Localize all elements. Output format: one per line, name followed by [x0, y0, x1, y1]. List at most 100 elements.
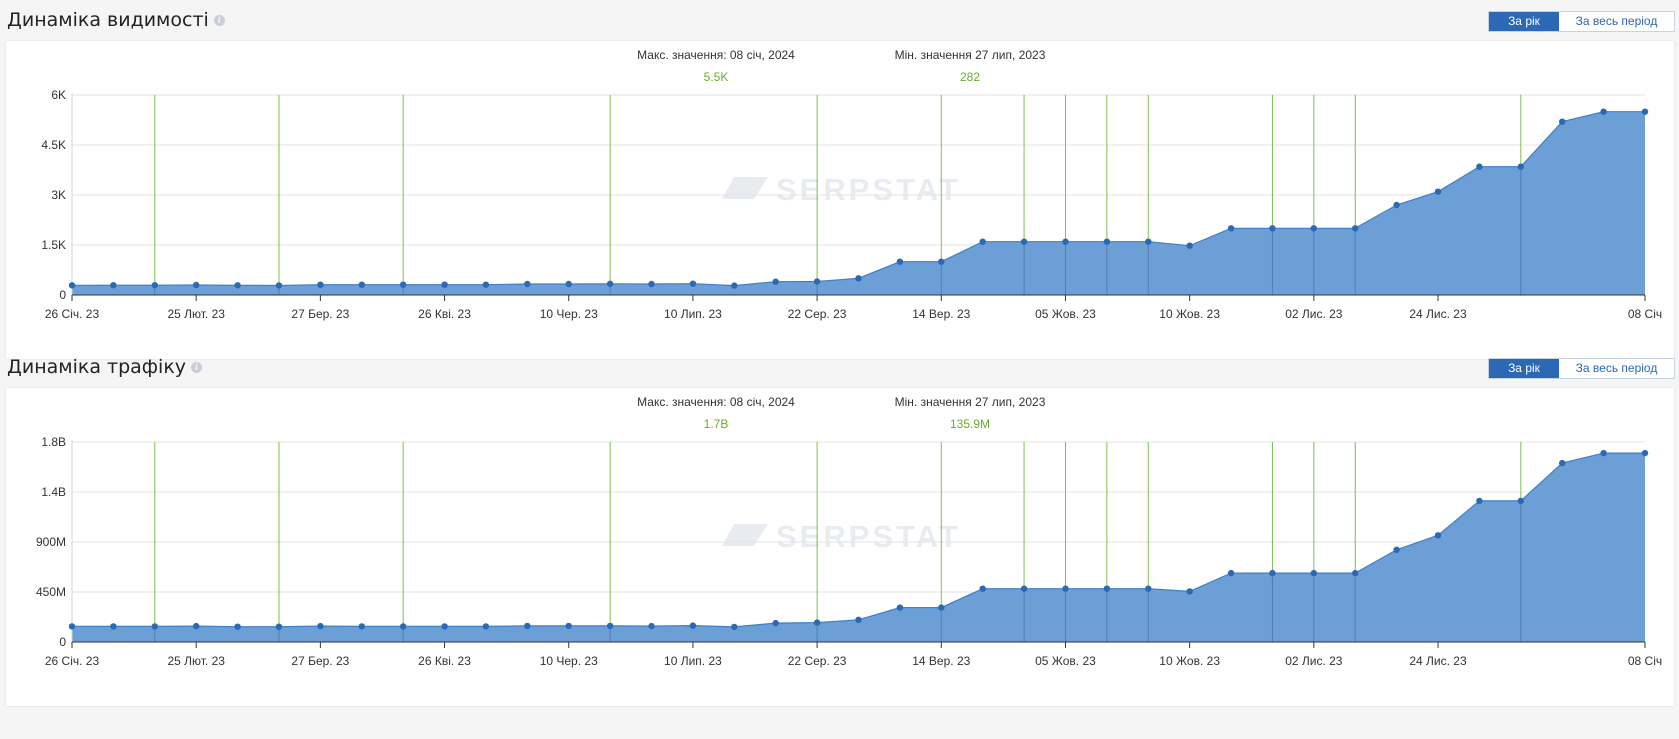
x-tick-label: 05 Жов. 23 [1035, 307, 1096, 321]
data-point [68, 282, 76, 289]
series-area [72, 453, 1645, 642]
data-point [1352, 569, 1359, 577]
data-point [1186, 242, 1193, 249]
data-point [358, 281, 365, 288]
x-tick-label: 02 Лис. 23 [1285, 654, 1343, 668]
x-tick-label: 02 Лис. 23 [1285, 307, 1343, 321]
data-point [1103, 585, 1111, 592]
traffic-panel-header: Динаміка трафіку i За рік За весь період [0, 347, 1679, 379]
y-tick-label: 1.5K [41, 238, 66, 252]
data-point [1103, 238, 1111, 245]
data-point [565, 280, 572, 288]
x-tick-label: 10 Жов. 23 [1159, 307, 1220, 321]
data-point [234, 282, 241, 289]
visibility-period-switch: За рік За весь період [1488, 11, 1675, 32]
data-point [606, 622, 614, 630]
data-point [1227, 225, 1235, 232]
data-point [813, 278, 821, 285]
traffic-period-switch: За рік За весь період [1488, 358, 1675, 379]
data-point [689, 622, 697, 629]
data-point [1517, 163, 1525, 170]
period-all-button[interactable]: За весь період [1575, 361, 1658, 375]
data-point [648, 622, 655, 630]
data-point [855, 275, 862, 282]
data-point [855, 616, 862, 623]
data-point [524, 280, 531, 288]
y-tick-label: 6K [51, 88, 66, 102]
serpstat-watermark: SERPSTAT [722, 172, 961, 207]
max-value-label: Макс. значення: 08 січ, 2024 [637, 395, 795, 409]
data-point [1600, 449, 1607, 457]
data-point [441, 623, 448, 630]
data-point [1145, 585, 1152, 592]
visibility-title-text: Динаміка видимості [7, 9, 209, 31]
info-icon[interactable]: i [191, 362, 203, 373]
data-point [275, 623, 283, 630]
period-year-button[interactable]: За рік [1489, 359, 1559, 378]
y-tick-label: 0 [59, 288, 66, 302]
y-tick-label: 900M [36, 535, 66, 549]
data-point [234, 623, 241, 630]
x-tick-label: 25 Лют. 23 [167, 307, 225, 321]
visibility-title: Динаміка видимості i [7, 9, 225, 31]
period-year-button[interactable]: За рік [1489, 12, 1559, 31]
data-point [400, 623, 407, 630]
data-point [1641, 108, 1649, 115]
data-point [1393, 201, 1400, 209]
data-point [1352, 225, 1359, 232]
series-area [72, 111, 1645, 295]
traffic-title-text: Динаміка трафіку [7, 356, 187, 378]
data-point [1227, 569, 1235, 577]
y-tick-label: 0 [59, 635, 66, 649]
x-tick-label: 08 Січ [1628, 654, 1662, 668]
data-point [1559, 459, 1566, 467]
info-icon[interactable]: i [213, 15, 225, 26]
x-tick-label: 27 Бер. 23 [291, 654, 349, 668]
data-point [68, 623, 76, 630]
max-value-label: Макс. значення: 08 січ, 2024 [637, 48, 795, 62]
x-tick-label: 10 Лип. 23 [664, 307, 722, 321]
min-value-label: Мін. значення 27 лип, 2023 [895, 48, 1046, 62]
x-tick-label: 26 Кві. 23 [418, 307, 471, 321]
data-point [648, 280, 655, 288]
period-all-button[interactable]: За весь період [1575, 14, 1658, 28]
y-tick-label: 1.8B [41, 435, 66, 449]
min-value: 135.9M [950, 417, 990, 431]
x-tick-label: 10 Лип. 23 [664, 654, 722, 668]
data-point [606, 280, 614, 287]
watermark-logo-icon [722, 177, 768, 199]
data-point [1434, 188, 1442, 195]
watermark-logo-icon [722, 524, 768, 546]
data-point [772, 619, 779, 627]
data-point [1269, 225, 1276, 232]
data-point [979, 585, 986, 592]
data-point [1517, 497, 1525, 505]
max-value: 5.5K [704, 70, 729, 84]
watermark-text: SERPSTAT [776, 172, 961, 207]
data-point [317, 622, 324, 630]
data-point [400, 281, 407, 288]
x-tick-label: 22 Сер. 23 [788, 307, 847, 321]
data-point [275, 282, 283, 289]
data-point [151, 282, 158, 289]
data-point [1434, 532, 1442, 539]
y-tick-label: 450M [36, 585, 66, 599]
data-point [193, 622, 200, 630]
y-tick-label: 4.5K [41, 138, 66, 152]
data-point [482, 623, 490, 630]
data-point [938, 258, 945, 265]
data-point [358, 623, 365, 630]
data-point [813, 619, 821, 626]
data-point [524, 622, 531, 630]
y-tick-label: 3K [51, 188, 66, 202]
x-tick-label: 26 Кві. 23 [418, 654, 471, 668]
data-point [1062, 238, 1069, 245]
data-point [1186, 588, 1193, 595]
x-tick-label: 14 Вер. 23 [912, 307, 970, 321]
visibility-chart: Макс. значення: 08 січ, 2024 5.5K Мін. зна… [6, 41, 1674, 359]
data-point [1476, 497, 1483, 505]
data-point [193, 281, 200, 289]
data-point [110, 623, 117, 630]
x-tick-label: 24 Лис. 23 [1409, 307, 1467, 321]
data-point [1600, 108, 1607, 115]
